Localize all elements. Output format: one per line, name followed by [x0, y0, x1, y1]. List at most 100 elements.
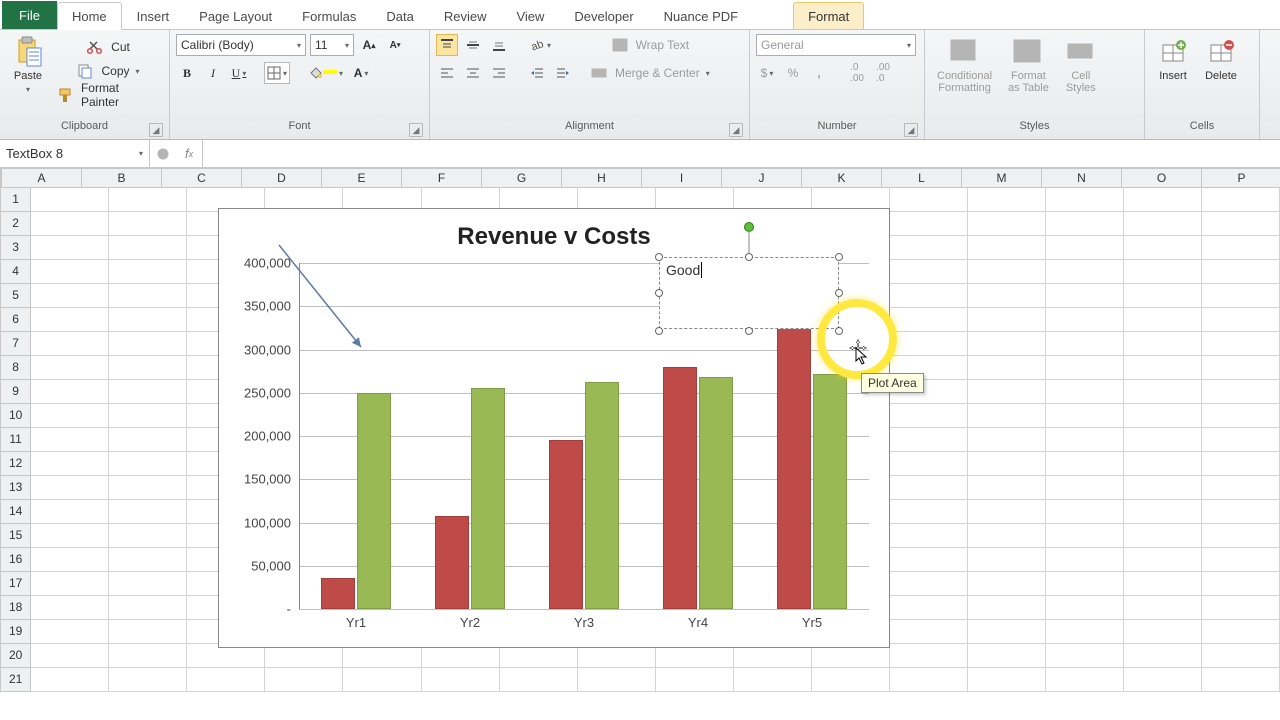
cell[interactable] — [1046, 548, 1124, 572]
cell[interactable] — [1202, 284, 1280, 308]
cell[interactable] — [109, 260, 187, 284]
row-header[interactable]: 11 — [0, 428, 31, 452]
cell[interactable] — [968, 476, 1046, 500]
cell[interactable] — [1124, 212, 1202, 236]
cell[interactable] — [31, 572, 109, 596]
cell[interactable] — [968, 644, 1046, 668]
row-header[interactable]: 13 — [0, 476, 31, 500]
cell[interactable] — [31, 548, 109, 572]
cell[interactable] — [968, 668, 1046, 692]
chart-bar[interactable] — [321, 578, 355, 609]
cell[interactable] — [890, 236, 968, 260]
cell[interactable] — [1124, 284, 1202, 308]
cell[interactable] — [968, 452, 1046, 476]
cell[interactable] — [890, 644, 968, 668]
cell[interactable] — [1124, 356, 1202, 380]
tab-nuance-pdf[interactable]: Nuance PDF — [649, 2, 753, 29]
row-header[interactable]: 20 — [0, 644, 31, 668]
embedded-chart[interactable]: Revenue v Costs -50,000100,000150,000200… — [218, 208, 890, 648]
cell[interactable] — [1124, 644, 1202, 668]
column-header[interactable]: M — [962, 168, 1042, 188]
cell[interactable] — [1046, 356, 1124, 380]
cell[interactable] — [812, 668, 890, 692]
chart-bar[interactable] — [585, 382, 619, 609]
chart-bar[interactable] — [471, 388, 505, 609]
tab-insert[interactable]: Insert — [122, 2, 185, 29]
cell[interactable] — [968, 620, 1046, 644]
cell[interactable] — [109, 452, 187, 476]
paste-button[interactable]: Paste ▾ — [6, 34, 50, 98]
cell[interactable] — [1124, 500, 1202, 524]
cell[interactable] — [1124, 476, 1202, 500]
cell[interactable] — [1124, 572, 1202, 596]
cell[interactable] — [1202, 212, 1280, 236]
cell[interactable] — [890, 500, 968, 524]
cell[interactable] — [1202, 572, 1280, 596]
chart-bar[interactable] — [357, 393, 391, 609]
tab-data[interactable]: Data — [371, 2, 428, 29]
row-header[interactable]: 19 — [0, 620, 31, 644]
cell[interactable] — [890, 668, 968, 692]
cell[interactable] — [890, 572, 968, 596]
cell[interactable] — [1202, 188, 1280, 212]
cell[interactable] — [1202, 548, 1280, 572]
column-header[interactable]: I — [642, 168, 722, 188]
column-header[interactable]: K — [802, 168, 882, 188]
cell[interactable] — [968, 308, 1046, 332]
cell[interactable] — [1124, 332, 1202, 356]
cell[interactable] — [109, 188, 187, 212]
cell[interactable] — [1046, 284, 1124, 308]
cell[interactable] — [1124, 668, 1202, 692]
resize-handle[interactable] — [835, 253, 843, 261]
cell[interactable] — [1046, 380, 1124, 404]
cell[interactable] — [1046, 476, 1124, 500]
cell[interactable] — [890, 428, 968, 452]
chart-bar[interactable] — [813, 374, 847, 609]
cell[interactable] — [31, 644, 109, 668]
fill-color-button[interactable]: ▾ — [304, 62, 346, 84]
font-name-combo[interactable]: Calibri (Body)▾ — [176, 34, 306, 56]
cell[interactable] — [31, 236, 109, 260]
cell[interactable] — [968, 188, 1046, 212]
chart-bar[interactable] — [663, 367, 697, 609]
column-header[interactable]: G — [482, 168, 562, 188]
cell[interactable] — [1124, 404, 1202, 428]
cell[interactable] — [1046, 500, 1124, 524]
cell[interactable] — [1202, 404, 1280, 428]
cell[interactable] — [968, 380, 1046, 404]
tab-home[interactable]: Home — [57, 2, 122, 30]
cell[interactable] — [109, 524, 187, 548]
cell[interactable] — [1124, 260, 1202, 284]
cell[interactable] — [968, 236, 1046, 260]
cell[interactable] — [656, 668, 734, 692]
cell[interactable] — [1046, 188, 1124, 212]
cell[interactable] — [109, 284, 187, 308]
decrease-indent-button[interactable] — [526, 62, 548, 84]
cell[interactable] — [968, 404, 1046, 428]
underline-button[interactable]: U▾ — [228, 62, 250, 84]
cell[interactable] — [31, 188, 109, 212]
cell[interactable] — [500, 668, 578, 692]
cell[interactable] — [31, 428, 109, 452]
cell[interactable] — [109, 644, 187, 668]
cell[interactable] — [31, 476, 109, 500]
cell[interactable] — [31, 596, 109, 620]
resize-handle[interactable] — [655, 289, 663, 297]
cell[interactable] — [890, 596, 968, 620]
cell[interactable] — [1124, 452, 1202, 476]
cell[interactable] — [1202, 236, 1280, 260]
cell[interactable] — [1046, 236, 1124, 260]
cell[interactable] — [1046, 428, 1124, 452]
cell[interactable] — [109, 332, 187, 356]
cell[interactable] — [890, 260, 968, 284]
chart-bar[interactable] — [777, 324, 811, 609]
bold-button[interactable]: B — [176, 62, 198, 84]
row-header[interactable]: 9 — [0, 380, 31, 404]
fx-button[interactable]: fx — [176, 146, 202, 161]
copy-button[interactable]: Copy▾ — [54, 60, 163, 82]
worksheet-grid[interactable]: ABCDEFGHIJKLMNOP 12345678910111213141516… — [0, 168, 1280, 692]
row-header[interactable]: 18 — [0, 596, 31, 620]
tab-context-format[interactable]: Format — [793, 2, 864, 29]
cell[interactable] — [109, 500, 187, 524]
chart-bar[interactable] — [435, 516, 469, 609]
